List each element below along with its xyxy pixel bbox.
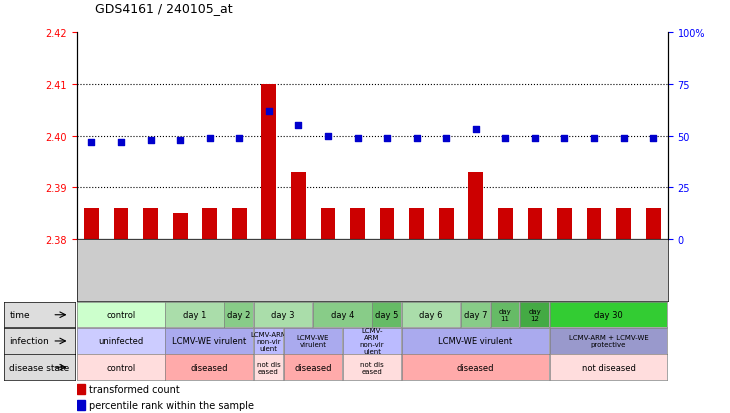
Text: not dis
eased: not dis eased (360, 361, 384, 374)
Text: control: control (106, 363, 135, 372)
Text: LCMV-
ARM
non-vir
ulent: LCMV- ARM non-vir ulent (360, 328, 384, 355)
Bar (291, 173, 306, 240)
Text: control: control (106, 311, 135, 320)
Point (440, 135, 452, 142)
Text: GDS4161 / 240105_at: GDS4161 / 240105_at (95, 2, 233, 15)
Text: diseased: diseased (191, 363, 228, 372)
Point (115, 139, 127, 146)
Point (558, 135, 570, 142)
Bar (202, 209, 217, 240)
Bar (380, 209, 394, 240)
Bar (498, 209, 512, 240)
Point (293, 123, 304, 129)
Text: LCMV-WE
virulent: LCMV-WE virulent (296, 335, 329, 348)
Text: time: time (9, 311, 30, 320)
Point (145, 137, 156, 144)
Bar (143, 209, 158, 240)
Bar (350, 209, 365, 240)
Text: diseased: diseased (294, 363, 331, 372)
Point (381, 135, 393, 142)
Text: day 4: day 4 (331, 311, 354, 320)
Text: day 6: day 6 (419, 311, 443, 320)
Point (411, 135, 423, 142)
Text: disease state: disease state (9, 363, 69, 372)
Bar (320, 209, 335, 240)
Bar (646, 209, 661, 240)
Point (470, 127, 482, 133)
Text: day 30: day 30 (594, 311, 623, 320)
Point (174, 137, 186, 144)
Point (588, 135, 600, 142)
Bar (469, 173, 483, 240)
Point (234, 135, 245, 142)
Bar (410, 209, 424, 240)
Text: LCMV-WE virulent: LCMV-WE virulent (172, 337, 247, 346)
Bar (84, 209, 99, 240)
Text: LCMV-ARM
non-vir
ulent: LCMV-ARM non-vir ulent (250, 331, 287, 351)
Bar (77, 384, 85, 394)
Text: day
11: day 11 (499, 309, 511, 321)
Bar (232, 209, 247, 240)
Text: LCMV-WE virulent: LCMV-WE virulent (438, 337, 512, 346)
Text: day 7: day 7 (464, 311, 487, 320)
Text: transformed count: transformed count (90, 384, 180, 394)
Text: day
12: day 12 (529, 309, 541, 321)
Bar (557, 209, 572, 240)
Point (322, 133, 334, 140)
Bar (114, 209, 128, 240)
Point (263, 108, 274, 115)
Bar (528, 209, 542, 240)
Text: day 2: day 2 (227, 311, 250, 320)
Point (648, 135, 659, 142)
Point (85, 139, 97, 146)
Point (529, 135, 541, 142)
Text: not dis
eased: not dis eased (256, 361, 280, 374)
Text: day 5: day 5 (375, 311, 399, 320)
Bar (439, 209, 453, 240)
Text: diseased: diseased (457, 363, 494, 372)
Point (352, 135, 364, 142)
Text: not diseased: not diseased (582, 363, 635, 372)
Bar (616, 209, 631, 240)
Bar (261, 85, 276, 240)
Text: LCMV-ARM + LCMV-WE
protective: LCMV-ARM + LCMV-WE protective (569, 335, 648, 348)
Text: infection: infection (9, 337, 49, 346)
Text: uninfected: uninfected (98, 337, 143, 346)
Point (499, 135, 511, 142)
Bar (77, 400, 85, 410)
Point (618, 135, 629, 142)
Bar (173, 214, 188, 240)
Text: percentile rank within the sample: percentile rank within the sample (90, 400, 255, 410)
Text: day 1: day 1 (182, 311, 207, 320)
Point (204, 135, 215, 142)
Bar (587, 209, 602, 240)
Text: day 3: day 3 (272, 311, 295, 320)
